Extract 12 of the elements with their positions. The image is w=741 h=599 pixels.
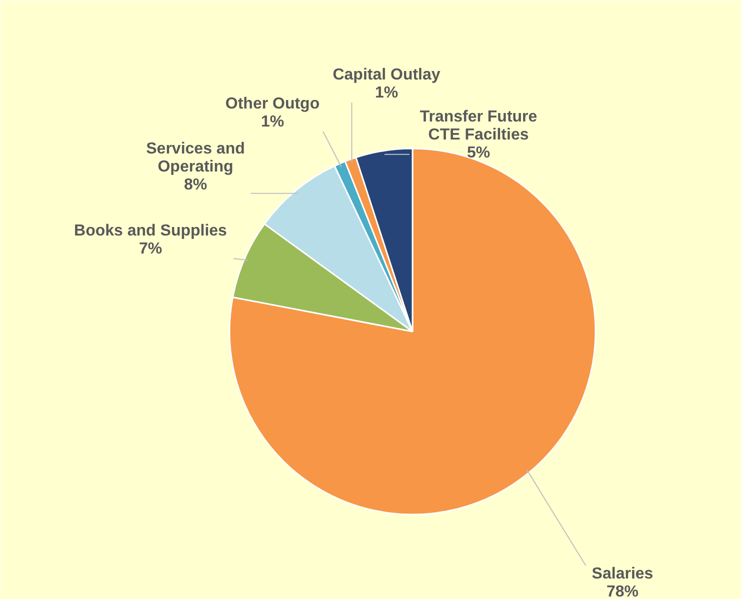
slice-label: Other Outgo (225, 96, 320, 112)
data-label: 5% (466, 144, 490, 162)
data-label: 78% (606, 584, 639, 599)
data-label: 1% (374, 84, 398, 102)
slice-label: Capital Outlay (332, 66, 440, 84)
data-label: 1% (260, 114, 284, 130)
slice-label: Books and Supplies (74, 222, 228, 240)
data-label: 8% (184, 176, 208, 194)
slice-label: Transfer Future CTE Facilties (420, 108, 538, 144)
slice-label: Salaries (592, 566, 654, 582)
slice-label: Services and Operating (146, 140, 245, 176)
data-label: 7% (138, 240, 162, 258)
